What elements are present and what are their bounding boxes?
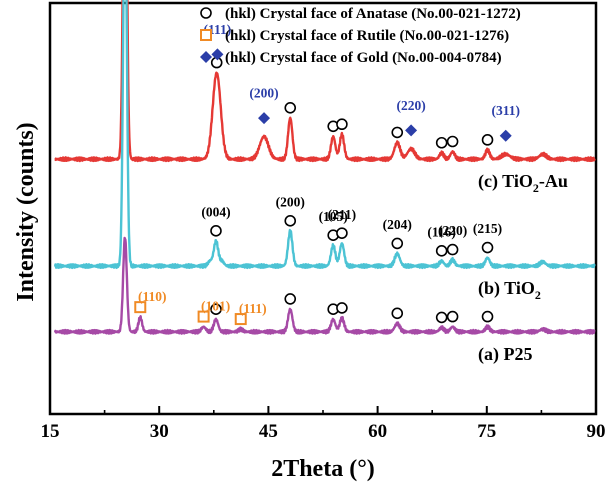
anatase-marker bbox=[446, 135, 459, 148]
anatase-marker bbox=[391, 126, 404, 139]
anatase-marker bbox=[446, 310, 459, 323]
x-tick-label: 60 bbox=[368, 421, 387, 442]
anatase-marker bbox=[435, 245, 448, 257]
anatase-marker bbox=[435, 136, 448, 149]
peak-label: (105) bbox=[319, 209, 348, 224]
x-tick-label: 90 bbox=[587, 421, 606, 442]
legend-entry: (hkl) Crystal face of Gold (No.00-004-07… bbox=[225, 50, 502, 66]
series-line bbox=[53, 0, 596, 270]
rutile-marker bbox=[234, 313, 247, 326]
peak-label: (110) bbox=[138, 289, 167, 304]
gold-marker bbox=[499, 129, 512, 142]
anatase-marker bbox=[481, 134, 494, 146]
peak-labels: (101) (111) (200) (220) (311) (004) (200) (105)… bbox=[138, 22, 520, 316]
series-labels: (c) TiO2-Au (b) TiO2 (a) P25 bbox=[478, 171, 568, 365]
peak-label: (111) bbox=[239, 301, 267, 316]
series-line bbox=[54, 0, 596, 163]
series-label: (a) P25 bbox=[478, 344, 532, 365]
anatase-marker bbox=[481, 241, 494, 254]
x-tick-label: 30 bbox=[150, 421, 169, 442]
peak-label: (311) bbox=[491, 103, 520, 118]
x-axis-ticks: 15 30 45 60 75 90 bbox=[41, 406, 606, 442]
peak-label: (200) bbox=[276, 194, 305, 209]
x-tick-label: 45 bbox=[259, 421, 278, 442]
anatase-marker bbox=[210, 225, 222, 237]
anatase-marker bbox=[336, 227, 348, 239]
legend-rutile-marker bbox=[200, 29, 212, 41]
gold-marker bbox=[405, 124, 418, 137]
legend-gold-marker bbox=[200, 51, 212, 63]
peak-label: (204) bbox=[383, 217, 412, 232]
peak-label: (200) bbox=[249, 86, 278, 101]
anatase-marker bbox=[210, 303, 222, 315]
peak-label: (101) bbox=[201, 298, 230, 313]
anatase-marker bbox=[336, 302, 348, 314]
legend: (hkl) Crystal face of Anatase (No.00-021… bbox=[200, 6, 521, 66]
legend-entry: (hkl) Crystal face of Anatase (No.00-021… bbox=[225, 6, 521, 22]
x-tick-label: 15 bbox=[41, 421, 60, 442]
anatase-marker bbox=[435, 311, 448, 324]
series-label: (c) TiO2-Au bbox=[478, 171, 568, 195]
anatase-marker bbox=[391, 237, 404, 250]
anatase-marker bbox=[284, 293, 297, 305]
series-line bbox=[53, 236, 596, 335]
series-curves bbox=[53, 0, 596, 335]
anatase-marker bbox=[284, 102, 297, 114]
peak-label: (116) bbox=[427, 224, 456, 239]
gold-marker bbox=[258, 112, 271, 125]
x-tick-label: 75 bbox=[477, 421, 496, 442]
peak-label: (211) bbox=[328, 207, 357, 222]
x-axis-title: 2Theta (°) bbox=[271, 456, 375, 482]
peak-label: (004) bbox=[201, 204, 230, 219]
series-label: (b) TiO2 bbox=[478, 278, 541, 302]
anatase-marker bbox=[481, 310, 494, 323]
rutile-marker bbox=[134, 301, 147, 314]
peak-label: (220) bbox=[438, 223, 467, 238]
peak-label: (220) bbox=[396, 98, 425, 113]
anatase-marker bbox=[336, 118, 348, 131]
y-axis-title: Intensity (counts) bbox=[13, 122, 39, 301]
anatase-marker bbox=[446, 243, 459, 256]
rutile-marker bbox=[197, 310, 210, 323]
gold-marker bbox=[211, 48, 224, 61]
peak-markers bbox=[134, 48, 512, 326]
legend-entry: (hkl) Crystal face of Rutile (No.00-021-… bbox=[225, 28, 509, 44]
anatase-marker bbox=[391, 307, 404, 320]
anatase-marker bbox=[284, 215, 297, 227]
legend-anatase-marker bbox=[200, 7, 212, 19]
peak-label: (215) bbox=[473, 221, 502, 236]
